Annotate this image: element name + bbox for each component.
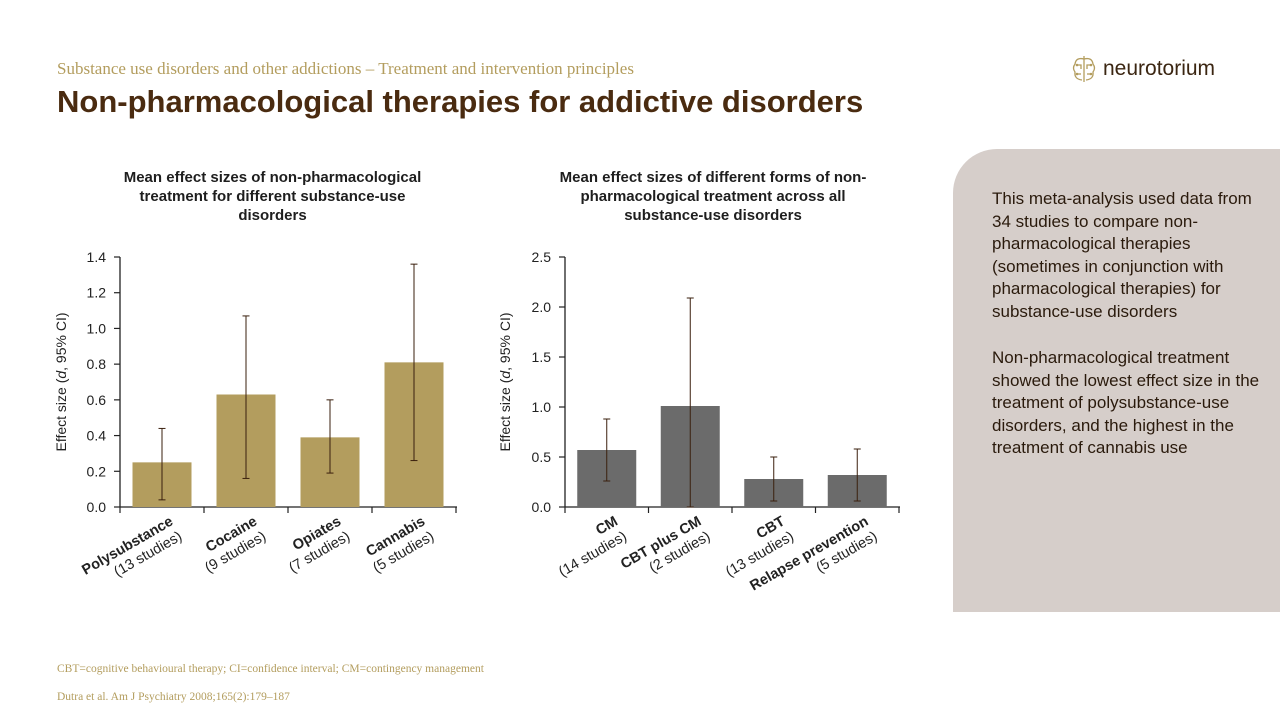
chart-1-y-label-suffix: , 95% CI): [53, 312, 69, 370]
chart-2-y-tick-label: 0.5: [532, 449, 552, 465]
chart-2-y-tick-label: 0.0: [532, 499, 552, 515]
presentation-subtitle: Substance use disorders and other addict…: [57, 59, 634, 78]
chart-2-y-label-prefix: Effect size (: [497, 378, 513, 451]
reference-footnote: Dutra et al. Am J Psychiatry 2008;165(2)…: [57, 691, 290, 703]
chart-2-y-label-suffix: , 95% CI): [497, 312, 513, 370]
chart-1-y-label-prefix: Effect size (: [53, 378, 69, 451]
chart-1-y-tick-label: 1.2: [87, 285, 107, 301]
chart-2-y-tick-label: 1.5: [532, 349, 552, 365]
chart-1-y-tick-label: 0.2: [87, 463, 107, 479]
chart-1-y-axis-label: Effect size (d, 95% CI): [53, 312, 69, 451]
chart-2-y-tick-label: 2.0: [532, 299, 552, 315]
chart-2-y-tick-label: 1.0: [532, 399, 552, 415]
summary-paragraph-2: Non-pharmacological treatment showed the…: [992, 348, 1260, 458]
chart-1-y-tick-label: 0.4: [87, 428, 107, 444]
chart-1-y-tick-label: 1.4: [87, 249, 107, 265]
chart-2-category-note: (14 studies): [556, 529, 630, 581]
logo-text: neurotorium: [1103, 57, 1216, 80]
summary-paragraph-1: This meta-analysis used data from 34 stu…: [992, 189, 1252, 321]
chart-2-y-label-italic: d: [497, 370, 513, 379]
chart-1-y-tick-label: 0.0: [87, 499, 107, 515]
slide-title: Non-pharmacological therapies for addict…: [57, 84, 864, 119]
chart-2-y-axis-label: Effect size (d, 95% CI): [497, 312, 513, 451]
chart-1-title: Mean effect sizes of non-pharmacological…: [123, 169, 422, 224]
chart-1-y-tick-label: 0.6: [87, 392, 107, 408]
brain-circuit-icon: [1072, 56, 1096, 82]
summary-panel: [953, 149, 1280, 612]
chart-2-y-tick-label: 2.5: [532, 249, 552, 265]
chart-1-y-tick-label: 1.0: [87, 320, 107, 336]
chart-1-y-label-italic: d: [53, 370, 69, 379]
chart-2-title: Mean effect sizes of different forms of …: [559, 169, 867, 224]
logo: neurotorium: [1071, 54, 1215, 84]
abbreviations-footnote: CBT=cognitive behavioural therapy; CI=co…: [57, 663, 484, 675]
chart-1-y-tick-label: 0.8: [87, 356, 107, 372]
